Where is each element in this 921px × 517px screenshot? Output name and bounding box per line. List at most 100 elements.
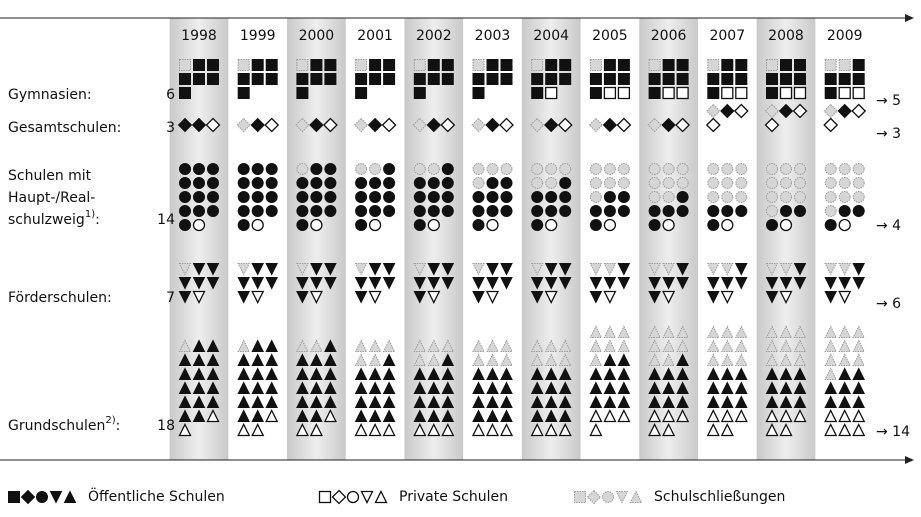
legend-icon [574,491,586,503]
closed-school-icon [617,325,631,338]
closed-school-icon [589,163,602,175]
public-school-icon [617,353,631,366]
legend-label: Öffentliche Schulen [88,487,225,505]
public-school-icon [779,395,793,408]
public-school-icon [837,103,852,119]
public-school-icon [324,367,337,380]
closed-school-icon [531,59,544,71]
public-school-icon [617,73,630,85]
private-school-icon [381,117,397,133]
public-school-icon [441,367,455,380]
public-school-icon [589,73,602,85]
closed-school-icon [500,163,513,175]
public-school-icon [824,395,838,408]
public-school-icon [676,367,689,380]
legend-icon [36,491,48,503]
public-school-icon [603,367,617,380]
public-school-icon [721,73,734,85]
public-school-icon [206,367,220,380]
legend-label: Schulschließungen [654,489,785,505]
closed-school-icon [794,177,806,189]
private-school-icon [323,409,337,423]
closed-school-icon [648,59,661,71]
closed-school-icon [589,263,603,276]
public-school-icon [486,367,499,380]
public-school-icon [765,367,779,380]
public-school-icon [852,367,866,380]
closed-school-icon [735,191,748,203]
public-school-icon [500,395,513,408]
public-school-icon [648,395,661,408]
closed-school-icon [735,163,748,175]
public-school-icon [251,395,265,408]
public-school-icon [662,59,675,71]
public-school-icon [794,73,806,85]
public-school-icon [589,291,603,304]
closed-school-icon [603,163,616,175]
private-school-icon [499,117,514,133]
closed-school-icon [707,177,720,189]
public-school-icon [661,117,676,133]
private-school-icon [237,423,251,437]
closed-school-icon [369,163,382,175]
public-school-icon [251,381,265,394]
closed-school-icon [706,263,720,276]
closed-school-icon [707,163,720,175]
public-school-icon [824,73,837,85]
public-school-icon [237,219,250,231]
public-school-icon [441,409,455,422]
closed-school-icon [793,339,807,352]
year-label: 2005 [592,28,628,44]
start-count: 3 [166,120,175,136]
public-school-icon [383,191,396,203]
public-school-icon [852,381,866,394]
private-school-icon [192,218,206,232]
public-school-icon [735,205,748,217]
public-school-icon [603,277,617,290]
closed-school-icon [707,191,720,203]
public-school-icon [193,59,205,71]
closed-school-icon [766,59,778,71]
public-school-icon [193,191,205,203]
public-school-icon [251,59,264,71]
public-school-icon [207,163,219,175]
closed-school-icon [544,353,558,366]
private-school-icon [192,290,206,304]
public-school-icon [237,367,251,380]
public-school-icon [472,381,485,394]
public-school-icon [413,291,427,304]
public-school-icon [824,277,838,290]
closed-school-icon [766,177,778,189]
public-school-icon [706,381,720,394]
public-school-icon [324,205,337,217]
closed-school-icon [721,163,734,175]
public-school-icon [296,291,309,304]
closed-school-icon [354,353,368,366]
row-label-text: Haupt-/Real- [8,190,95,206]
public-school-icon [838,205,851,217]
closed-school-icon [368,353,382,366]
public-school-icon [310,191,323,203]
private-school-icon [824,423,838,437]
closed-school-icon [707,59,720,71]
closed-school-icon [676,163,689,175]
public-school-icon [648,291,661,304]
public-school-icon [706,395,720,408]
closed-school-icon [838,191,851,203]
year-label: 1999 [240,28,276,44]
public-school-icon [852,263,866,276]
private-school-icon [648,423,662,437]
closed-school-icon [794,163,806,175]
public-school-icon [500,73,513,85]
closed-school-icon [662,339,675,352]
public-school-icon [178,367,192,380]
public-school-icon [500,367,513,380]
closed-school-icon [706,103,721,119]
closed-school-icon [852,177,865,189]
public-school-icon [558,367,572,380]
public-school-icon [193,73,205,85]
public-school-icon [207,177,219,189]
public-school-icon [852,395,866,408]
closed-school-icon [662,163,675,175]
public-school-icon [296,395,309,408]
